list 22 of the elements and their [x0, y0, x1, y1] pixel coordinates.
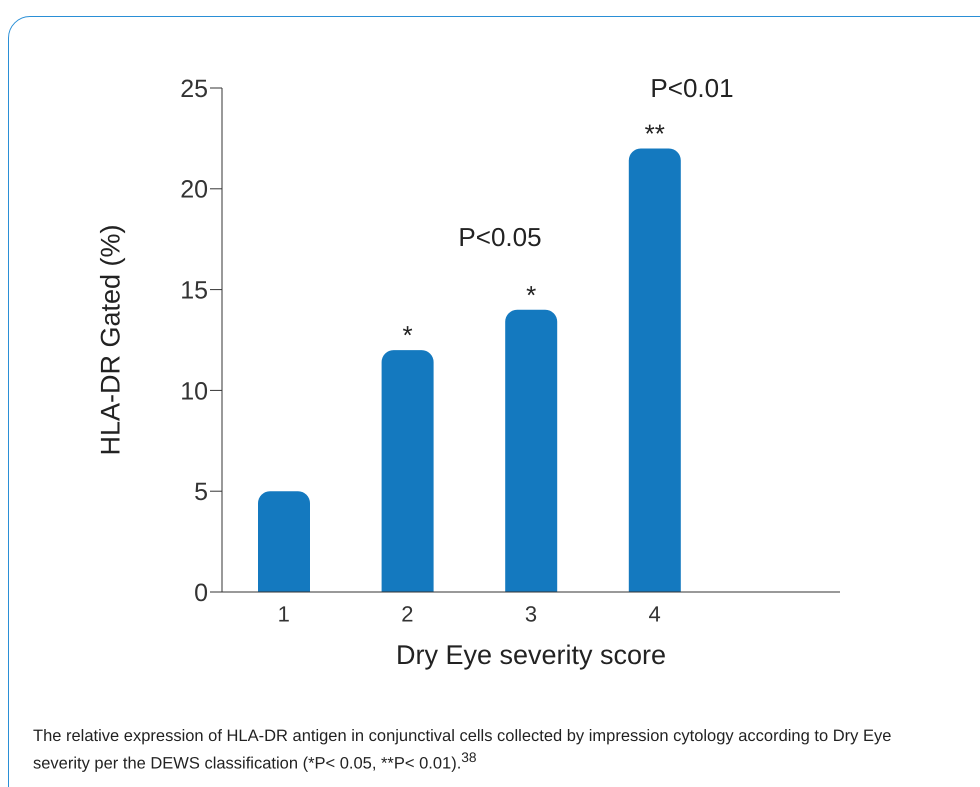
x-tick-label: 4: [648, 602, 661, 627]
bar: [628, 148, 681, 592]
y-tick-label: 0: [194, 578, 208, 607]
data-label: *: [402, 320, 413, 350]
y-tick-label: 20: [180, 176, 208, 204]
bar: [258, 491, 310, 592]
annotation: P<0.01: [649, 73, 735, 103]
y-tick-label: 15: [180, 276, 208, 304]
x-tick-label: 1: [278, 602, 290, 627]
y-axis-title: HLA-DR Gated (%): [96, 224, 126, 456]
y-tick-label: 25: [180, 74, 208, 103]
x-axis-title: Dry Eye severity score: [396, 640, 666, 670]
text: The relative expression of HLA-DR antigen in conjunctival cells collected by impression cytology according to Dry Eye severity per the DEWS classification (*P< 0.05, **P< 0.01).$^{38}$: [33, 726, 892, 774]
y-tick-label: 5: [194, 478, 208, 506]
x-tick-label: 2: [401, 602, 414, 627]
data-label: **: [644, 118, 665, 148]
y-tick-label: 10: [180, 377, 208, 406]
data-label: *: [526, 280, 536, 310]
bar: [382, 350, 434, 592]
annotation: P<0.05: [457, 222, 543, 252]
bar: [505, 310, 558, 592]
x-tick-label: 3: [524, 602, 538, 627]
